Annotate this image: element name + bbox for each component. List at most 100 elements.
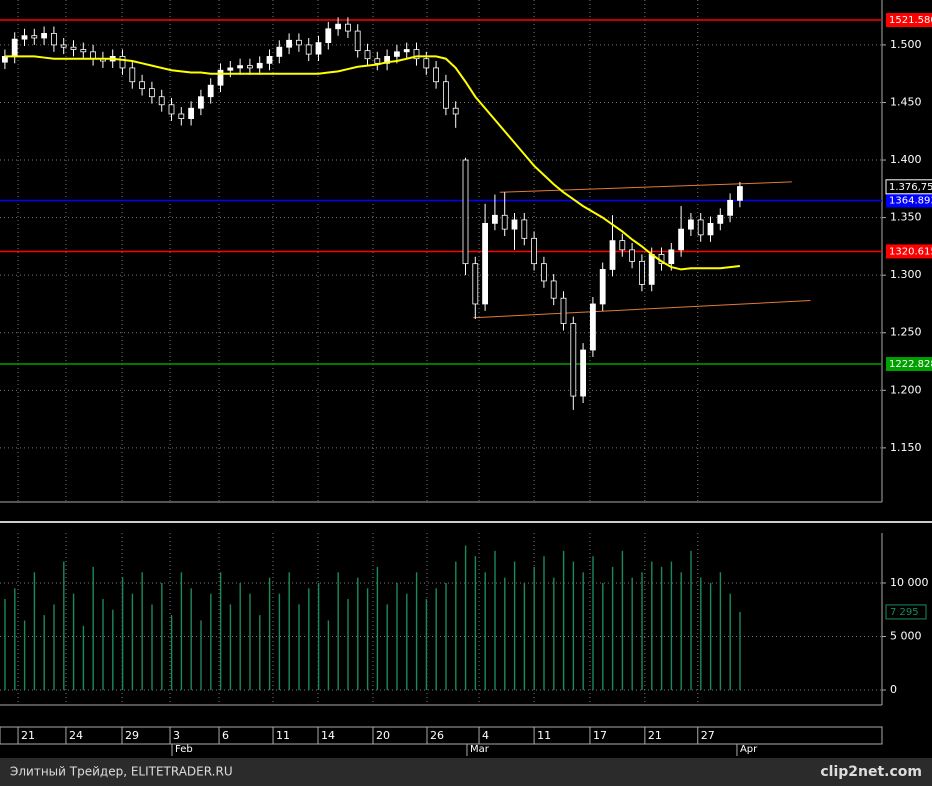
volume-bar	[14, 588, 16, 691]
volume-bar	[445, 582, 447, 691]
volume-bar	[719, 572, 722, 691]
y-tick-label: 1.250	[890, 326, 922, 339]
volume-bar	[327, 620, 330, 691]
x-tick-label: 26	[430, 729, 444, 742]
candle-body	[129, 67, 136, 83]
candle-body	[590, 303, 596, 351]
candle-body	[60, 44, 67, 48]
y-tick-label: 1.300	[890, 268, 922, 281]
candle-body	[384, 56, 391, 64]
volume-bar	[170, 615, 173, 691]
candle-body	[570, 323, 577, 397]
candle-body	[178, 113, 185, 119]
level-label: 1222.828	[889, 359, 932, 370]
candle-body	[374, 58, 381, 64]
candle-body	[90, 51, 96, 60]
candle-body	[403, 49, 410, 53]
candle-body	[609, 240, 616, 270]
volume-bar	[239, 582, 241, 691]
volume-bar	[308, 588, 310, 691]
volume-bar	[680, 572, 682, 691]
last-price-box	[885, 179, 932, 195]
candle-body	[227, 67, 234, 71]
volume-bar	[43, 615, 45, 691]
candle-body	[119, 56, 126, 69]
footer-logo: clip2net.com	[820, 764, 922, 780]
volume-bar	[670, 561, 673, 691]
candle-body	[237, 65, 244, 69]
volume-bar	[141, 572, 143, 691]
volume-bar	[268, 577, 271, 691]
volume-bar	[357, 577, 359, 691]
candle-body	[315, 42, 322, 55]
last-volume-label: 7 295	[890, 607, 919, 618]
volume-bar	[494, 550, 496, 691]
x-tick-label: 6	[222, 729, 229, 742]
y-tick-label: 0	[890, 683, 897, 696]
moving-average	[4, 55, 741, 271]
volume-bar	[464, 545, 467, 691]
volume-bar	[406, 593, 408, 691]
volume-bar	[121, 577, 124, 691]
candle-body	[639, 260, 645, 285]
candle-body	[148, 88, 155, 98]
candle-body	[629, 249, 635, 262]
candle-body	[139, 81, 146, 90]
y-tick-label: 5 000	[890, 629, 922, 642]
volume-bar	[366, 588, 369, 691]
volume-bar	[229, 604, 232, 691]
volume-bar	[533, 566, 535, 691]
volume-bar	[317, 582, 320, 691]
volume-bar	[249, 593, 251, 691]
x-tick-label: 21	[648, 729, 662, 742]
trend-line	[499, 181, 792, 193]
level-label: 1364.893	[889, 195, 932, 206]
candle-body	[727, 199, 733, 216]
volume-bar	[631, 577, 633, 691]
candle-body	[531, 237, 537, 265]
volume-bar	[739, 611, 741, 691]
volume-bar	[700, 577, 702, 691]
month-label: Apr	[740, 744, 758, 755]
candle-body	[521, 219, 528, 239]
level-label: 1320.615	[889, 246, 932, 257]
volume-bar	[396, 582, 398, 691]
volume-bar	[288, 572, 290, 691]
candle-body	[678, 228, 684, 251]
volume-bar	[298, 604, 300, 691]
candle-body	[413, 49, 420, 60]
volume-bar	[278, 593, 281, 691]
candle-body	[354, 30, 361, 52]
volume-bar	[53, 604, 55, 691]
volume-bar	[337, 572, 339, 691]
volume-bar	[562, 550, 565, 691]
volume-bar	[376, 566, 379, 691]
volume-bar	[190, 588, 192, 691]
volume-bar	[151, 604, 153, 691]
month-label: Mar	[470, 744, 490, 755]
x-tick-label: 29	[125, 729, 139, 742]
volume-bar	[592, 556, 594, 691]
candle-body	[51, 32, 57, 46]
candle-body	[393, 51, 400, 57]
y-tick-label: 1.200	[890, 383, 922, 396]
volume-bar	[386, 604, 388, 691]
candle-body	[560, 297, 567, 324]
candle-body	[668, 249, 675, 265]
volume-bar	[102, 599, 104, 691]
volume-bar	[690, 550, 692, 691]
candle-body	[688, 219, 694, 230]
candle-body	[197, 96, 204, 109]
volume-bar	[415, 572, 418, 691]
volume-bar	[582, 572, 584, 691]
candle-body	[266, 56, 273, 64]
volume-bar	[729, 593, 731, 691]
candle-body	[335, 23, 342, 30]
volume-bar	[553, 577, 555, 691]
x-tick-label: 3	[173, 729, 180, 742]
candle-body	[433, 67, 440, 83]
candle-body	[717, 214, 724, 224]
volume-bar	[602, 582, 604, 691]
candle-body	[70, 46, 77, 50]
